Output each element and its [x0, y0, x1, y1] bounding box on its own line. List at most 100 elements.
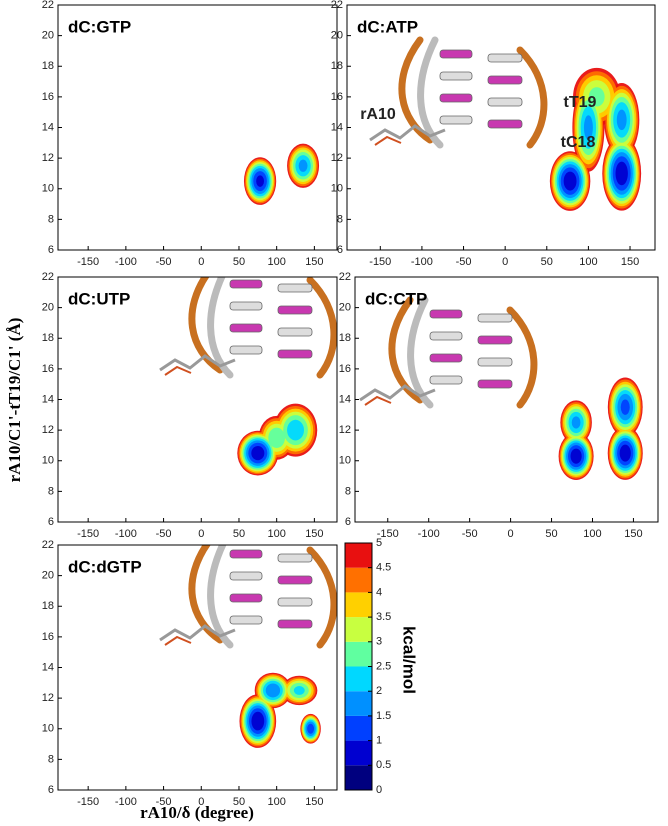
y-tick-label: 18	[339, 332, 351, 344]
y-tick-label: 12	[339, 424, 351, 436]
base	[277, 327, 313, 337]
y-tick-label: 18	[331, 60, 343, 72]
base	[429, 375, 463, 385]
energy-contour	[619, 444, 631, 462]
y-tick-label: 14	[42, 393, 54, 405]
colorbar-segment	[345, 740, 372, 766]
x-axis-label: rA10/δ (degree)	[140, 803, 254, 822]
y-tick-label: 6	[345, 516, 351, 528]
x-tick-label: 150	[624, 528, 642, 540]
panel-title: dC:GTP	[68, 17, 131, 36]
colorbar-frame	[344, 542, 373, 791]
energy-contour	[307, 723, 315, 734]
panel-frame	[57, 4, 338, 251]
energy-contour	[620, 399, 630, 415]
y-tick-label: 12	[42, 152, 54, 164]
base	[439, 115, 473, 125]
x-tick-label: 50	[541, 256, 553, 268]
x-tick-label: 100	[267, 796, 285, 808]
structure-sketch	[159, 545, 337, 649]
y-tick-label: 8	[48, 213, 54, 225]
backbone	[388, 296, 424, 404]
base	[487, 119, 523, 129]
panel-title: dC:ATP	[357, 17, 418, 36]
colorbar-segment	[345, 666, 372, 692]
ligand	[369, 124, 446, 142]
panel: -150 -100 -50 0 50 100 150 6 8 10 12 14 16 18 20 22 dC:G…	[42, 0, 338, 268]
y-tick-label: 16	[42, 363, 54, 375]
structure-label: tC18	[561, 134, 596, 151]
colorbar-tick-label: 5	[376, 537, 382, 549]
y-tick-label: 22	[331, 0, 343, 11]
colorbar-tick-label: 4	[376, 586, 382, 598]
base	[229, 345, 263, 355]
energy-contour	[588, 87, 605, 107]
x-tick-label: 100	[267, 528, 285, 540]
backbone	[306, 546, 337, 649]
x-tick-label: -100	[411, 256, 433, 268]
plot-area	[159, 277, 337, 476]
x-tick-label: 50	[233, 528, 245, 540]
x-tick-label: 100	[267, 256, 285, 268]
x-tick-label: 0	[198, 256, 204, 268]
y-tick-label: 10	[42, 455, 54, 467]
base	[439, 93, 473, 103]
base	[277, 575, 313, 585]
energy-contour	[287, 419, 305, 441]
base	[487, 75, 523, 85]
energy-contour	[583, 115, 593, 140]
x-tick-label: -100	[115, 256, 137, 268]
backbone	[417, 36, 444, 149]
colorbar-segment	[345, 592, 372, 618]
backbone	[506, 306, 538, 409]
panel-title: dC:UTP	[68, 289, 130, 308]
x-tick-label: 0	[198, 528, 204, 540]
y-tick-label: 20	[331, 30, 343, 42]
base	[429, 309, 463, 319]
ligand	[164, 365, 192, 376]
base	[229, 301, 263, 311]
energy-contour	[265, 683, 281, 698]
y-tick-label: 6	[48, 784, 54, 796]
x-tick-label: 100	[583, 528, 601, 540]
colorbar-segment	[345, 765, 372, 790]
energy-contour	[268, 427, 286, 448]
x-tick-label: 50	[545, 528, 557, 540]
energy-contour	[570, 448, 582, 464]
panel-title: dC:dGTP	[68, 557, 142, 576]
base	[277, 305, 313, 315]
x-tick-label: -150	[77, 256, 99, 268]
y-tick-label: 14	[331, 121, 343, 133]
x-tick-label: -150	[369, 256, 391, 268]
ligand	[159, 624, 236, 642]
base	[277, 553, 313, 563]
base	[439, 71, 473, 81]
y-tick-label: 10	[42, 183, 54, 195]
plot-area	[369, 36, 642, 211]
y-tick-label: 12	[42, 692, 54, 704]
backbone	[207, 277, 234, 379]
x-tick-label: -50	[156, 256, 172, 268]
energy-contour	[616, 109, 627, 131]
structure-label: tT19	[564, 94, 597, 111]
base	[477, 357, 513, 367]
base	[229, 615, 263, 625]
y-tick-label: 8	[337, 213, 343, 225]
x-tick-label: 50	[233, 796, 245, 808]
base	[429, 331, 463, 341]
panel: -150 -100 -50 0 50 100 150 6 8 10 12 14 16 18 20 22 dC:d…	[42, 539, 338, 808]
x-tick-label: 150	[305, 528, 323, 540]
x-tick-label: 100	[579, 256, 597, 268]
backbone	[306, 277, 337, 379]
base	[229, 279, 263, 289]
backbone	[398, 36, 434, 144]
x-tick-label: -100	[418, 528, 440, 540]
panel-title: dC:CTP	[365, 289, 427, 308]
colorbar-tick-label: 2	[376, 685, 382, 697]
base	[277, 597, 313, 607]
y-tick-label: 18	[42, 332, 54, 344]
backbone	[207, 545, 234, 649]
y-tick-label: 10	[339, 455, 351, 467]
colorbar-tick-label: 4.5	[376, 562, 391, 574]
y-tick-label: 18	[42, 60, 54, 72]
